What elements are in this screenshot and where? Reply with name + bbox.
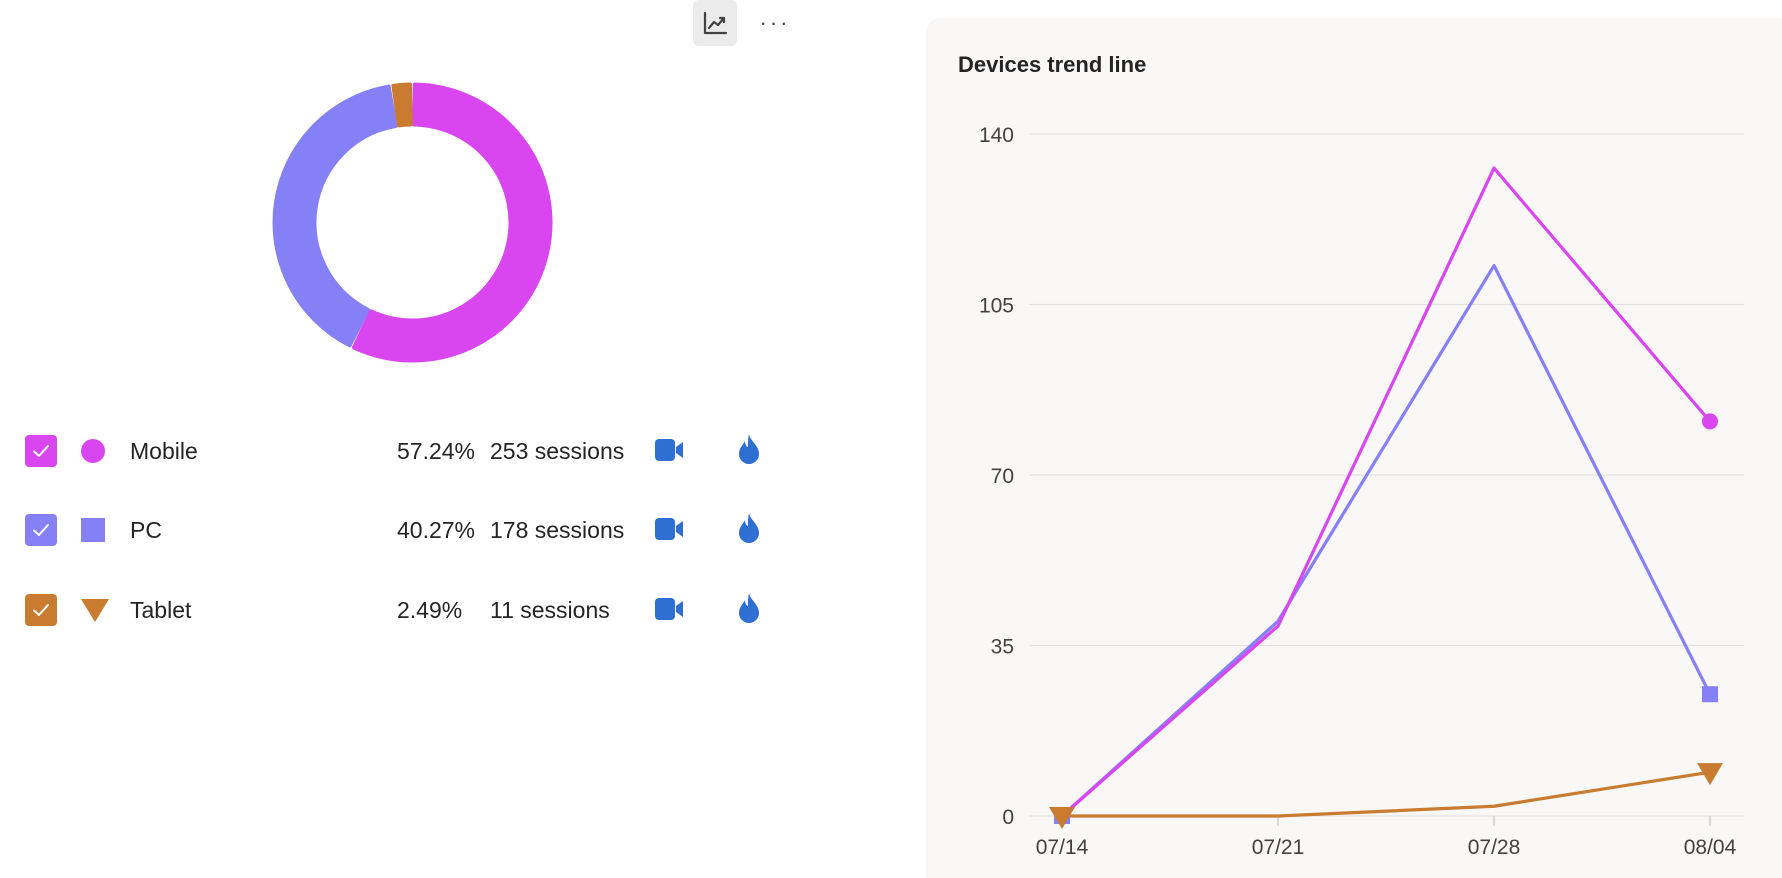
flame-icon[interactable] — [737, 512, 761, 544]
series-point-pc[interactable] — [1702, 686, 1718, 703]
legend-label: Mobile — [130, 438, 198, 464]
x-tick-label: 07/14 — [1036, 836, 1089, 859]
legend-percent: 57.24% — [397, 438, 476, 464]
checkmark-icon — [33, 604, 49, 616]
devices-trend-card: Devices trend line 0 35 70 105 140 07/14 07/21… — [926, 18, 1782, 878]
y-tick-label: 35 — [991, 636, 1014, 659]
donut-slice-mobile[interactable] — [352, 82, 553, 363]
trend-view-toggle-button[interactable] — [693, 0, 737, 46]
series-point-tablet[interactable] — [1697, 763, 1723, 786]
y-tick-label: 140 — [979, 124, 1014, 147]
x-tick-label: 07/28 — [1468, 836, 1521, 859]
y-tick-label: 70 — [991, 465, 1014, 488]
x-tick-label: 07/21 — [1252, 836, 1305, 859]
legend-row-pc: PC 40.27% 178 sessions — [0, 506, 780, 554]
triangle-marker-icon — [81, 599, 109, 622]
devices-trend-line-chart: 0 35 70 105 140 07/14 07/21 07/28 08/04 — [979, 124, 1744, 859]
legend-row-mobile: Mobile 57.24% 253 sessions — [0, 427, 780, 475]
checkmark-icon — [33, 524, 49, 536]
series-point-mobile[interactable] — [1702, 413, 1718, 430]
flame-icon[interactable] — [737, 433, 761, 465]
series-line-pc[interactable] — [1060, 263, 1712, 818]
checkmark-icon — [33, 445, 49, 457]
legend-percent: 40.27% — [397, 517, 476, 543]
donut-slice-pc[interactable] — [272, 84, 398, 348]
more-options-label: ··· — [759, 10, 791, 35]
circle-marker-icon — [81, 439, 105, 463]
donut-slice-tablet[interactable] — [391, 82, 413, 128]
legend-percent: 2.49% — [397, 597, 463, 623]
square-marker-icon — [81, 518, 105, 542]
more-options-button[interactable]: ··· — [753, 0, 797, 46]
flame-icon[interactable] — [737, 592, 761, 624]
series-point-tablet[interactable] — [1049, 807, 1075, 829]
pc-checkbox[interactable] — [25, 514, 57, 546]
trend-chart-title: Devices trend line — [958, 52, 1147, 77]
video-camera-icon[interactable] — [654, 516, 684, 542]
tablet-checkbox[interactable] — [25, 594, 57, 626]
video-camera-icon[interactable] — [654, 437, 684, 463]
legend-label: Tablet — [130, 597, 192, 623]
video-camera-icon[interactable] — [654, 596, 684, 622]
series-line-mobile[interactable] — [1060, 166, 1712, 818]
x-tick-label: 08/04 — [1684, 836, 1737, 859]
y-tick-label: 0 — [1002, 806, 1014, 829]
legend-sessions: 178 sessions — [490, 517, 625, 543]
y-tick-label: 105 — [979, 295, 1014, 318]
series-line-tablet[interactable] — [1060, 770, 1712, 818]
line-chart-icon — [703, 11, 728, 35]
legend-sessions: 253 sessions — [490, 438, 625, 464]
legend-row-tablet: Tablet 2.49% 11 sessions — [0, 586, 780, 634]
legend-label: PC — [130, 517, 162, 543]
legend-sessions: 11 sessions — [490, 597, 610, 623]
device-donut-chart — [272, 82, 553, 363]
mobile-checkbox[interactable] — [25, 435, 57, 467]
